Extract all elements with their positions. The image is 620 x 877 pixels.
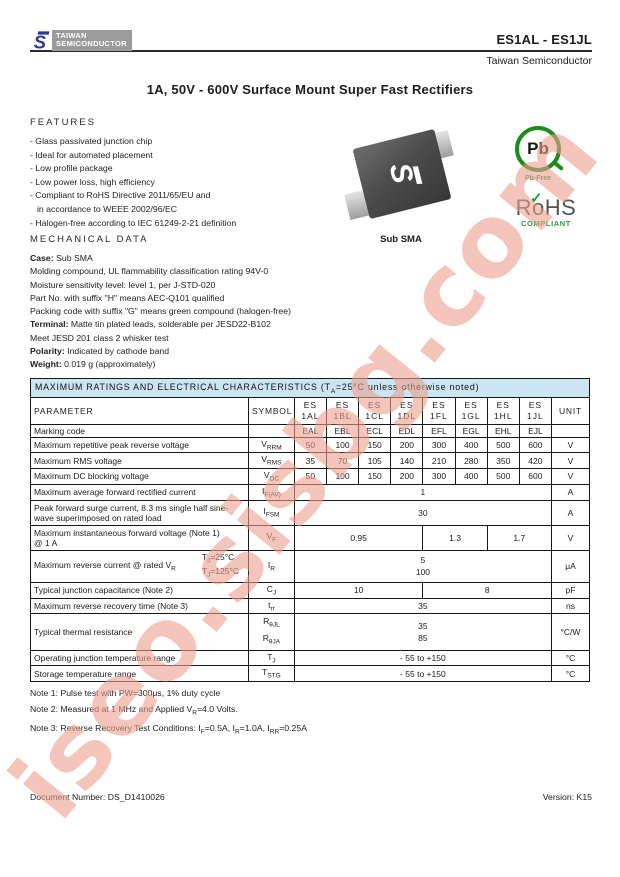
- device-column-header: ES 1AL: [293, 396, 327, 425]
- row-ifsm: Peak forward surge current, 8.3 ms singl…: [29, 499, 591, 526]
- ts-monogram-icon: S: [34, 31, 50, 51]
- feature-item: - Halogen-free according to IEC 61249-2-…: [30, 217, 237, 228]
- mechanical-item: Molding compound, UL flammability classi…: [30, 266, 269, 277]
- device-column-header: ES 1BL: [325, 396, 360, 425]
- feature-item: - Glass passivated junction chip: [30, 136, 153, 146]
- ratings-section: MAXIMUM RATINGS AND ELECTRICAL CHARACTER…: [29, 378, 591, 741]
- mechanical-item: Packing code with suffix "G" means green…: [30, 306, 291, 317]
- feature-item: - Low power loss, high efficiency: [30, 176, 155, 187]
- feature-item-continuation: in accordance to WEEE 2002/96/EC: [37, 203, 178, 214]
- row-vf: Maximum instantaneous forward voltage (N…: [29, 524, 591, 551]
- col-header-unit: UNIT: [550, 396, 591, 425]
- notes-section: Note 1: Pulse test with PW=300μs, 1% dut…: [30, 686, 590, 741]
- row-cj: Typical junction capacitance (Note 2) CJ…: [29, 581, 591, 599]
- part-number-range: ES1AL - ES1JL: [496, 32, 592, 47]
- row-tstg: Storage temperature range TSTG - 55 to +…: [29, 665, 591, 682]
- pbfree-icon: Pb: [515, 126, 561, 172]
- mechanical-item: Part No. with suffix "H" means AEC-Q101 …: [30, 292, 225, 303]
- note-2: Note 2: Measured at 1 MHz and Applied VR…: [30, 703, 238, 717]
- header-rule: S TAIWAN SEMICONDUCTOR ES1AL - ES1JL: [30, 28, 592, 52]
- row-ifav: Maximum average forward rectified curren…: [29, 483, 591, 501]
- mechanical-item: Meet JESD 201 class 2 whisker test: [30, 332, 169, 343]
- logo-wordmark-line2: SEMICONDUCTOR: [56, 39, 127, 49]
- document-number: Document Number: DS_D1410026: [30, 792, 165, 802]
- feature-item: - Compliant to RoHS Directive 2011/65/EU…: [30, 190, 211, 201]
- svg-text:S: S: [384, 160, 420, 187]
- page-header: S TAIWAN SEMICONDUCTOR ES1AL - ES1JL Tai…: [30, 28, 592, 67]
- device-column-header: ES 1GL: [454, 396, 488, 425]
- row-vdc: Maximum DC blocking voltage VDC 50 100 1…: [29, 468, 591, 485]
- mechanical-data-section: MECHANICAL DATA Case: Sub SMA Molding co…: [30, 234, 390, 372]
- row-ir: Maximum reverse current @ rated VR TJ=25…: [29, 549, 591, 583]
- feature-item: - Low profile package: [30, 163, 113, 174]
- logo-wordmark-line1: TAIWAN: [56, 30, 87, 40]
- rohs-title: RoHS ✓: [515, 190, 577, 220]
- mechanical-item: Terminal: Matte tin plated leads, solder…: [30, 319, 271, 330]
- col-header-symbol: SYMBOL: [248, 396, 295, 425]
- version: Version: K15: [542, 792, 592, 802]
- row-tj: Operating junction temperature range TJ …: [29, 649, 591, 667]
- feature-item: - Ideal for automated placement: [30, 149, 153, 160]
- ratings-table: PARAMETER SYMBOL ES 1AL ES 1BL ES 1CL ES 1DL…: [29, 396, 591, 682]
- features-section: FEATURES - Glass passivated junction chi…: [30, 117, 350, 230]
- row-vrrm: Maximum repetitive peak reverse voltage …: [29, 436, 591, 454]
- rohs-badge: RoHS ✓ COMPLIANT: [508, 190, 584, 228]
- table-title: MAXIMUM RATINGS AND ELECTRICAL CHARACTER…: [30, 378, 590, 398]
- rohs-check-icon: ✓: [530, 190, 544, 207]
- note-3: Note 3: Reverse Recovery Test Conditions…: [30, 723, 308, 737]
- device-column-header: ES 1FL: [422, 396, 456, 425]
- row-marking-code: Marking code EAL EBL ECL EDL EFL EGL EHL…: [29, 423, 591, 438]
- features-heading: FEATURES: [30, 117, 96, 128]
- note-1: Note 1: Pulse test with PW=300μs, 1% dut…: [30, 688, 221, 698]
- mechanical-item: Moisture sensitivity level: level 1, per…: [30, 279, 216, 290]
- pbfree-badge: Pb Pb-Free: [511, 126, 565, 182]
- package-label: Sub SMA: [380, 234, 422, 245]
- page-footer: Document Number: DS_D1410026 Version: K1…: [30, 792, 592, 802]
- svg-text:S: S: [34, 31, 47, 51]
- device-column-header: ES 1DL: [390, 396, 424, 425]
- device-column-header: ES 1CL: [358, 396, 392, 425]
- logo-wordmark: TAIWAN SEMICONDUCTOR: [52, 29, 132, 51]
- company-name: Taiwan Semiconductor: [486, 55, 592, 67]
- document-title: 1A, 50V - 600V Surface Mount Super Fast …: [146, 82, 474, 97]
- col-header-parameter: PARAMETER: [29, 396, 250, 425]
- package-photo: S: [344, 128, 457, 226]
- mechanical-data-heading: MECHANICAL DATA: [30, 234, 149, 245]
- package-figure: S Sub SMA: [344, 128, 457, 245]
- device-column-header: ES 1JL: [518, 396, 552, 425]
- package-ts-monogram-icon: S: [379, 153, 425, 195]
- mechanical-item: Polarity: Indicated by cathode band: [30, 346, 170, 357]
- row-thermal-resistance: Typical thermal resistance RθJL RθJA 35 8…: [29, 613, 591, 651]
- table-header-row: PARAMETER SYMBOL ES 1AL ES 1BL ES 1CL ES 1DL…: [29, 396, 591, 425]
- mechanical-item: Case: Sub SMA: [30, 253, 93, 263]
- rohs-caption: COMPLIANT: [521, 219, 571, 228]
- package-body: S: [352, 128, 452, 220]
- device-column-header: ES 1HL: [486, 396, 520, 425]
- pbfree-caption: Pb-Free: [524, 175, 552, 182]
- row-vrms: Maximum RMS voltage VRMS 35 70 105 140 2…: [29, 452, 591, 470]
- row-trr: Maximum reverse recovery time (Note 3) t…: [29, 597, 591, 615]
- taiwan-semiconductor-logo: S TAIWAN SEMICONDUCTOR: [30, 29, 132, 51]
- mechanical-item: Weight: 0.019 g (approximately): [30, 359, 156, 370]
- pbfree-symbol: Pb: [527, 139, 549, 158]
